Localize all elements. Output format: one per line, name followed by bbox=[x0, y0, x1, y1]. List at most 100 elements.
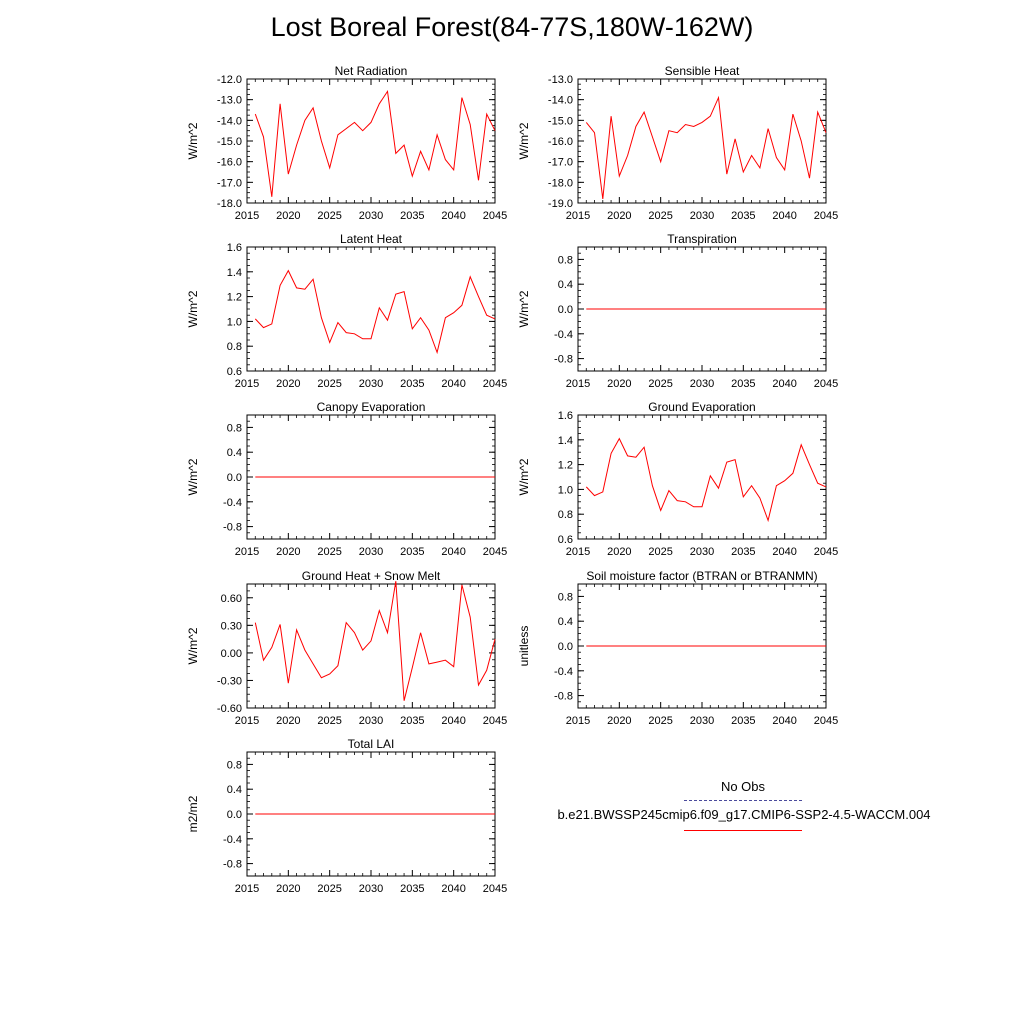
panel-2-xtick-label: 2015 bbox=[566, 210, 590, 222]
panel-8-xtick-label: 2020 bbox=[607, 715, 631, 727]
panel-1-xtick-label: 2040 bbox=[441, 210, 465, 222]
panel-3-xtick-label: 2030 bbox=[359, 378, 383, 390]
panel-9-xtick-label: 2040 bbox=[441, 883, 465, 895]
panel-9-xtick-label: 2020 bbox=[276, 883, 300, 895]
panel-7-xtick-label: 2040 bbox=[441, 715, 465, 727]
panel-5-ytick-label: -0.4 bbox=[223, 497, 242, 509]
panel-9-ylabel: m2/m2 bbox=[186, 795, 200, 832]
panel-7-xtick-label: 2025 bbox=[317, 715, 341, 727]
panel-1-ylabel: W/m^2 bbox=[186, 122, 200, 159]
panel-4-xtick-label: 2015 bbox=[566, 378, 590, 390]
panel-1-ytick-label: -14.0 bbox=[217, 115, 242, 127]
panel-7-ytick-label: 0.00 bbox=[221, 648, 242, 660]
panel-1-xtick-label: 2030 bbox=[359, 210, 383, 222]
legend-obs-label: No Obs bbox=[720, 779, 766, 794]
panel-6-ytick-label: 0.6 bbox=[558, 534, 573, 546]
panel-4-ytick-label: -0.4 bbox=[554, 329, 573, 341]
panel-8-title: Soil moisture factor (BTRAN or BTRANMN) bbox=[586, 569, 817, 583]
panel-8-xtick-label: 2030 bbox=[690, 715, 714, 727]
panel-7-xtick-label: 2045 bbox=[483, 715, 507, 727]
panel-7-ylabel: W/m^2 bbox=[186, 627, 200, 664]
panel-7-xtick-label: 2035 bbox=[400, 715, 424, 727]
panel-5-ylabel: W/m^2 bbox=[186, 458, 200, 495]
panel-3-ytick-label: 0.6 bbox=[227, 366, 242, 378]
panel-2-xtick-label: 2045 bbox=[814, 210, 838, 222]
panel-2-ytick-label: -19.0 bbox=[548, 198, 573, 210]
panel-9-xtick-label: 2030 bbox=[359, 883, 383, 895]
legend-model-line bbox=[684, 830, 802, 831]
panel-6-ytick-label: 1.0 bbox=[558, 484, 573, 496]
panel-8-xtick-label: 2015 bbox=[566, 715, 590, 727]
panel-1-ytick-label: -12.0 bbox=[217, 74, 242, 86]
panel-4-xtick-label: 2040 bbox=[772, 378, 796, 390]
panel-1-series-line bbox=[254, 90, 496, 197]
panel-4-xtick-label: 2030 bbox=[690, 378, 714, 390]
panel-6-ytick-label: 1.2 bbox=[558, 460, 573, 472]
panel-6-ytick-label: 0.8 bbox=[558, 509, 573, 521]
panel-1-xtick-label: 2020 bbox=[276, 210, 300, 222]
panel-6-series-line bbox=[585, 437, 827, 523]
panel-4-xtick-label: 2025 bbox=[648, 378, 672, 390]
panel-7-ytick-label: 0.30 bbox=[221, 620, 242, 632]
panel-2-ytick-label: -16.0 bbox=[548, 136, 573, 148]
panel-1-ytick-label: -18.0 bbox=[217, 198, 242, 210]
panel-3-ytick-label: 1.6 bbox=[227, 242, 242, 254]
panel-3-xtick-label: 2035 bbox=[400, 378, 424, 390]
panel-8-xtick-label: 2040 bbox=[772, 715, 796, 727]
panel-9-title: Total LAI bbox=[348, 737, 395, 751]
panel-1-xtick-label: 2015 bbox=[235, 210, 259, 222]
panel-9-xtick-label: 2015 bbox=[235, 883, 259, 895]
panel-3-xtick-label: 2015 bbox=[235, 378, 259, 390]
panel-5-xtick-label: 2030 bbox=[359, 546, 383, 558]
panel-7-xtick-label: 2020 bbox=[276, 715, 300, 727]
panel-7-ytick-label: -0.60 bbox=[217, 703, 242, 715]
panel-1-title: Net Radiation bbox=[335, 64, 408, 78]
panel-8-ylabel: unitless bbox=[517, 626, 531, 667]
panel-2-ytick-label: -17.0 bbox=[548, 157, 573, 169]
panel-2-ylabel: W/m^2 bbox=[517, 122, 531, 159]
panel-5-ytick-label: 0.0 bbox=[227, 472, 242, 484]
panel-5-xtick-label: 2015 bbox=[235, 546, 259, 558]
panel-1-xtick-label: 2035 bbox=[400, 210, 424, 222]
legend-model-label: b.e21.BWSSP245cmip6.f09_g17.CMIP6-SSP2-4… bbox=[557, 807, 931, 822]
panel-4-ytick-label: -0.8 bbox=[554, 354, 573, 366]
panel-8-xtick-label: 2045 bbox=[814, 715, 838, 727]
panel-8-xtick-label: 2025 bbox=[648, 715, 672, 727]
panel-3-ytick-label: 1.2 bbox=[227, 292, 242, 304]
panel-7-frame bbox=[246, 583, 496, 709]
panel-2-xtick-label: 2035 bbox=[731, 210, 755, 222]
panel-6-xtick-label: 2015 bbox=[566, 546, 590, 558]
panel-6-xtick-label: 2020 bbox=[607, 546, 631, 558]
panel-2-xtick-label: 2025 bbox=[648, 210, 672, 222]
panel-9-xtick-label: 2045 bbox=[483, 883, 507, 895]
panel-5-xtick-label: 2025 bbox=[317, 546, 341, 558]
panel-1-xtick-label: 2025 bbox=[317, 210, 341, 222]
panel-4-title: Transpiration bbox=[667, 232, 737, 246]
panel-4-ytick-label: 0.8 bbox=[558, 254, 573, 266]
panel-6-ytick-label: 1.6 bbox=[558, 410, 573, 422]
panel-3-xtick-label: 2025 bbox=[317, 378, 341, 390]
panel-9-ytick-label: 0.4 bbox=[227, 784, 242, 796]
panel-5-xtick-label: 2040 bbox=[441, 546, 465, 558]
panel-1-xtick-label: 2045 bbox=[483, 210, 507, 222]
panel-7-ytick-label: -0.30 bbox=[217, 675, 242, 687]
panel-8-ytick-label: 0.8 bbox=[558, 591, 573, 603]
panel-2-xtick-label: 2020 bbox=[607, 210, 631, 222]
panel-9-xtick-label: 2025 bbox=[317, 883, 341, 895]
panel-8-ytick-label: 0.0 bbox=[558, 641, 573, 653]
panel-5-ytick-label: 0.4 bbox=[227, 447, 242, 459]
panel-7-series-line bbox=[254, 581, 496, 701]
panel-3-title: Latent Heat bbox=[340, 232, 403, 246]
panel-9-ytick-label: 0.0 bbox=[227, 809, 242, 821]
panel-3-ytick-label: 1.4 bbox=[227, 267, 242, 279]
panel-9-ytick-label: -0.4 bbox=[223, 834, 242, 846]
panel-7-xtick-label: 2015 bbox=[235, 715, 259, 727]
panel-7-title: Ground Heat + Snow Melt bbox=[302, 569, 441, 583]
panel-2-series-line bbox=[585, 95, 827, 199]
panel-6-xtick-label: 2040 bbox=[772, 546, 796, 558]
panel-8-ytick-label: -0.8 bbox=[554, 691, 573, 703]
panel-3-ytick-label: 1.0 bbox=[227, 316, 242, 328]
panel-7-ytick-label: 0.60 bbox=[221, 593, 242, 605]
panel-9-xtick-label: 2035 bbox=[400, 883, 424, 895]
